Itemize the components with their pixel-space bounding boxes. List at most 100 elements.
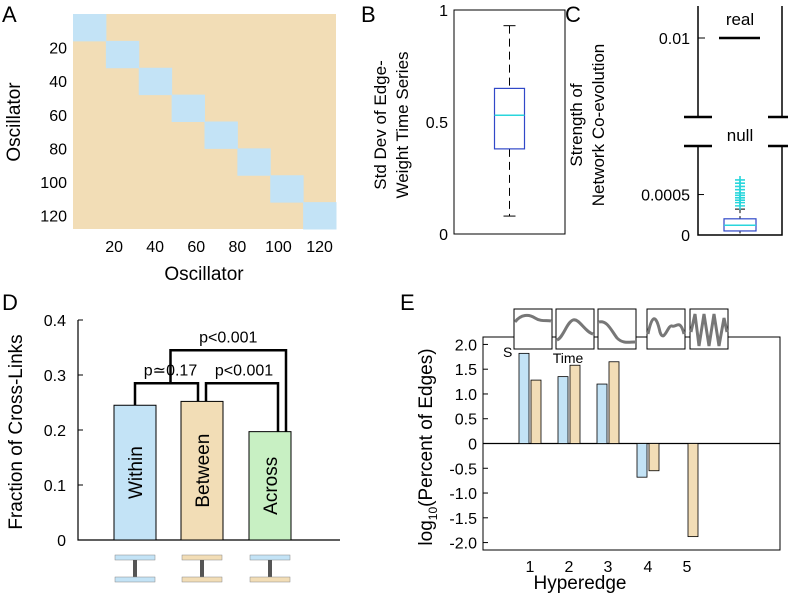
inset-waveform: [556, 318, 594, 342]
y-axis-label: Oscillator: [4, 82, 25, 162]
heatmap-block: [303, 202, 337, 230]
time-series-insets: [513, 308, 729, 350]
bracket-between-across: [204, 382, 280, 432]
inset-frame: [646, 308, 686, 350]
real-label: real: [726, 10, 754, 29]
y-tick-label: 0.5: [426, 115, 448, 132]
heatmap-block: [270, 175, 304, 203]
link-type-icons: [114, 554, 291, 583]
real-axes-frame: [697, 6, 783, 117]
panel-label-b: B: [361, 2, 376, 27]
bar-across: [248, 431, 292, 541]
outlier-marker: [735, 175, 745, 184]
bar-tan-1: [530, 379, 542, 444]
panel-d-bar-chart: 0 0.1 0.2 0.3 0.4 p≃0.17 p<0.001 p<0.001…: [6, 313, 340, 583]
icon-link: [268, 560, 272, 577]
y-tick-label: 40: [49, 74, 67, 91]
x-tick-label: 60: [187, 239, 205, 256]
inset-frame: [513, 308, 553, 350]
y-tick-label: 0.1: [44, 478, 66, 495]
bar-blue-2: [557, 376, 569, 444]
inset-waveform: [598, 320, 636, 344]
y-axis-label: Fraction of Cross-Links: [6, 334, 27, 529]
null-y-tick-label: 0.0005: [641, 188, 690, 205]
x-tick-label: 20: [105, 239, 123, 256]
x-ticks: 1 2 3 4 5: [526, 559, 692, 576]
panel-label-d: D: [2, 290, 18, 315]
icon-bottom-layer: [114, 576, 156, 583]
icon-top-layer: [249, 554, 291, 561]
y-tick-label: -1.0: [449, 486, 477, 503]
panel-b-boxplot: 0 0.5 1 Std Dev of Edge- Weight Time Ser…: [371, 3, 566, 244]
bars: [113, 400, 292, 541]
x-tick-label: 3: [604, 559, 613, 576]
y-tick-label: 0.2: [44, 423, 66, 440]
y-tick-label: 1: [439, 3, 448, 20]
y-ticks: 0 0.1 0.2 0.3 0.4: [44, 313, 83, 550]
y-tick-label: 0.3: [44, 368, 66, 385]
bar-blue-3: [596, 383, 608, 444]
heatmap-block: [105, 40, 140, 69]
x-tick-label: 80: [228, 239, 246, 256]
panel-label-c: C: [565, 2, 581, 27]
x-tick-label: 2: [565, 559, 574, 576]
y-axis-label-main: log: [416, 520, 437, 545]
panel-a-heatmap: 20 40 60 80 100 120 20 40 60 80 100 120 …: [4, 14, 337, 285]
y-tick-label: 20: [49, 41, 67, 58]
x-tick-label: 40: [146, 239, 164, 256]
bar-tan-2: [569, 364, 581, 444]
heatmap-block: [171, 94, 205, 122]
bar-between: [180, 400, 224, 541]
heatmap-block: [237, 148, 271, 176]
x-tick-label: 5: [683, 559, 692, 576]
inset-waveform: [513, 313, 552, 323]
x-tick-label: 120: [306, 239, 333, 256]
y-tick-label: 1.5: [455, 362, 477, 379]
inset-frame: [555, 308, 595, 350]
panel-label-a: A: [2, 2, 17, 27]
null-axes-frame: [697, 146, 783, 236]
y-axis-label-line-1: Strength of: [567, 83, 586, 166]
bracket-label: p≃0.17: [144, 362, 198, 379]
y-axis-label-line-2: Network Co-evolution: [589, 44, 608, 207]
y-tick-label: 1.0: [455, 387, 477, 404]
y-axis-label-line-2: Weight Time Series: [393, 51, 412, 198]
y-tick-label: 2.0: [455, 337, 477, 354]
y-tick-label: -0.5: [449, 461, 477, 478]
y-axis-label: log10(Percent of Edges): [416, 348, 440, 545]
heatmap-diagonal-blocks: [73, 14, 337, 230]
bracket-label: p<0.001: [199, 329, 257, 346]
bar-tan-3: [608, 361, 620, 444]
y-tick-label: 0: [439, 227, 448, 244]
bracket-within-between: [133, 382, 200, 406]
y-axis-label-subscript: 10: [426, 507, 440, 521]
panel-c-boxplot: 0.01 real null 0 0.0005 Strength of Netw…: [567, 6, 788, 245]
bars: [518, 352, 699, 538]
real-y-tick-label: 0.01: [659, 31, 690, 48]
y-tick-label: 0.4: [44, 313, 66, 330]
inset-waveform: [689, 313, 729, 347]
heatmap-block: [204, 121, 238, 149]
y-tick-label: -1.5: [449, 511, 477, 528]
panel-label-e: E: [400, 290, 415, 315]
axes-frame: [453, 9, 566, 235]
x-axis-label: Oscillator: [164, 264, 244, 285]
icon-bottom-layer: [249, 576, 291, 583]
bar-tan-5: [687, 443, 699, 538]
null-label: null: [727, 126, 753, 145]
icon-link: [200, 560, 204, 577]
x-tick-label: 1: [526, 559, 535, 576]
y-axis-label-line-1: Std Dev of Edge-: [371, 60, 390, 189]
x-tick-label: 4: [644, 559, 653, 576]
inset-y-label: S: [503, 344, 512, 360]
y-tick-label: 0: [57, 533, 66, 550]
y-ticks: -2.0 -1.5 -1.0 -0.5 0 0.5 1.0 1.5 2.0: [449, 337, 488, 553]
category-label: Within: [126, 446, 147, 499]
y-tick-label: 0: [468, 437, 477, 454]
significance-brackets: p≃0.17 p<0.001 p<0.001: [133, 329, 288, 432]
icon-link: [133, 560, 137, 577]
y-tick-label: 60: [49, 108, 67, 125]
bracket-label: p<0.001: [215, 362, 273, 379]
y-tick-label: -2.0: [449, 536, 477, 553]
